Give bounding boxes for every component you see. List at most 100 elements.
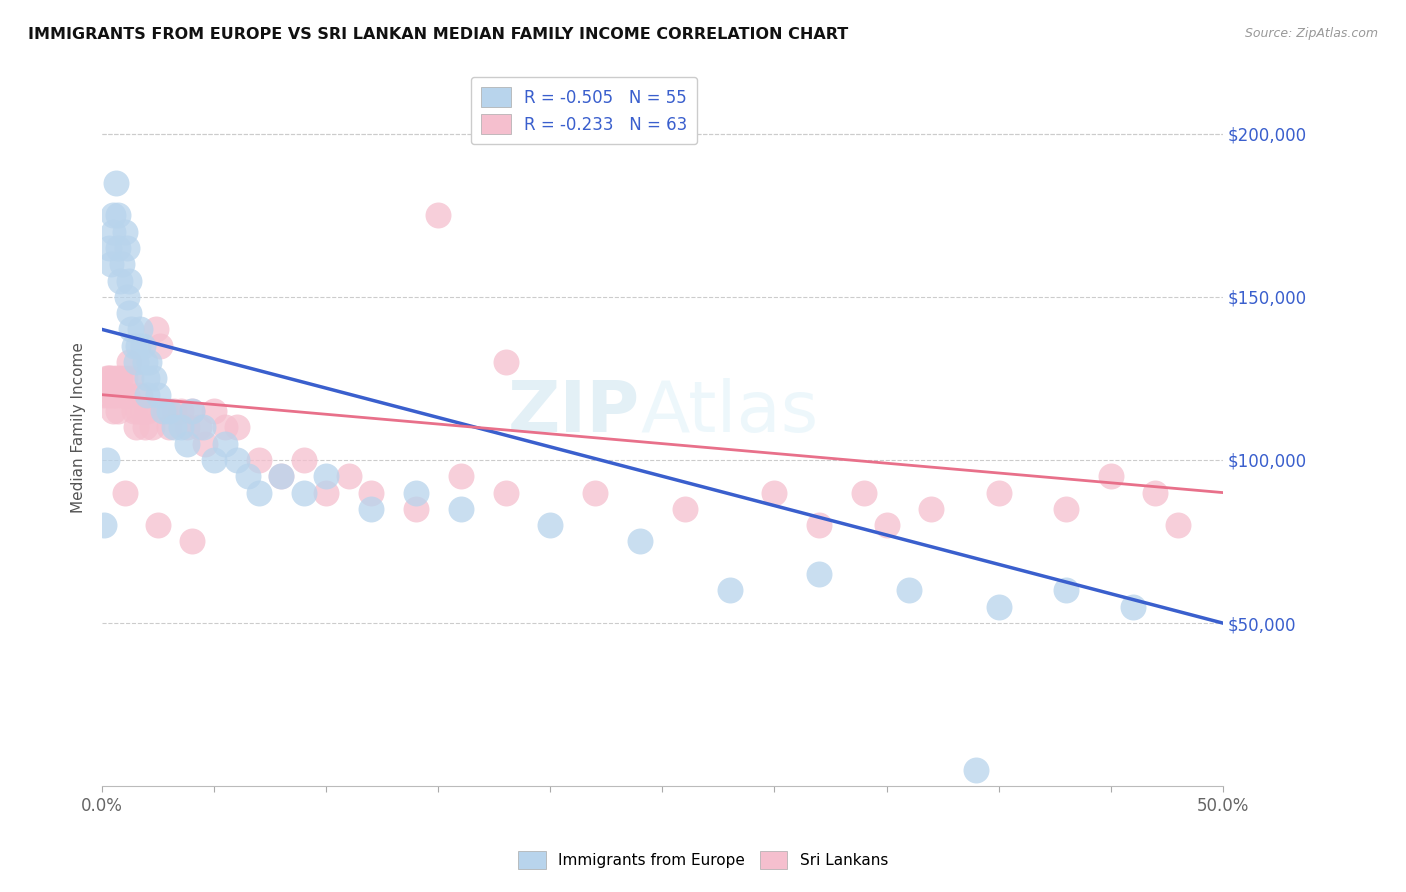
Point <box>103 388 125 402</box>
Point <box>142 371 165 385</box>
Point <box>427 208 450 222</box>
Point <box>987 485 1010 500</box>
Point <box>247 485 270 500</box>
Point <box>107 404 129 418</box>
Point <box>987 599 1010 614</box>
Point <box>808 518 831 533</box>
Text: Atlas: Atlas <box>640 378 818 448</box>
Point <box>129 322 152 336</box>
Point <box>114 371 136 385</box>
Point <box>134 355 156 369</box>
Point <box>191 420 214 434</box>
Point <box>495 485 517 500</box>
Point <box>103 208 125 222</box>
Point <box>718 583 741 598</box>
Point <box>136 404 159 418</box>
Point <box>270 469 292 483</box>
Point <box>187 420 209 434</box>
Text: Source: ZipAtlas.com: Source: ZipAtlas.com <box>1244 27 1378 40</box>
Point <box>628 534 651 549</box>
Point <box>808 567 831 582</box>
Point <box>115 290 138 304</box>
Point <box>337 469 360 483</box>
Point <box>163 420 186 434</box>
Point <box>405 501 427 516</box>
Point <box>111 257 134 271</box>
Point <box>450 469 472 483</box>
Point <box>131 339 153 353</box>
Text: IMMIGRANTS FROM EUROPE VS SRI LANKAN MEDIAN FAMILY INCOME CORRELATION CHART: IMMIGRANTS FROM EUROPE VS SRI LANKAN MED… <box>28 27 848 42</box>
Point <box>236 469 259 483</box>
Point <box>107 208 129 222</box>
Point <box>104 176 127 190</box>
Point <box>100 257 122 271</box>
Point <box>159 404 181 418</box>
Point <box>225 453 247 467</box>
Point <box>104 388 127 402</box>
Point <box>1099 469 1122 483</box>
Point <box>120 371 142 385</box>
Point <box>131 404 153 418</box>
Point <box>153 404 176 418</box>
Point <box>176 420 198 434</box>
Point <box>360 485 382 500</box>
Point <box>122 339 145 353</box>
Point <box>538 518 561 533</box>
Y-axis label: Median Family Income: Median Family Income <box>72 342 86 513</box>
Point <box>405 485 427 500</box>
Point <box>118 306 141 320</box>
Point <box>169 404 191 418</box>
Point <box>118 274 141 288</box>
Point <box>136 371 159 385</box>
Point <box>1122 599 1144 614</box>
Point <box>202 453 225 467</box>
Point <box>214 420 236 434</box>
Point <box>176 436 198 450</box>
Point <box>1144 485 1167 500</box>
Point <box>127 339 149 353</box>
Point <box>108 371 131 385</box>
Point <box>1054 501 1077 516</box>
Point <box>115 388 138 402</box>
Text: ZIP: ZIP <box>508 378 640 448</box>
Point <box>159 420 181 434</box>
Point <box>93 388 115 402</box>
Point <box>180 534 202 549</box>
Legend: R = -0.505   N = 55, R = -0.233   N = 63: R = -0.505 N = 55, R = -0.233 N = 63 <box>471 77 697 145</box>
Point <box>97 388 120 402</box>
Point <box>118 355 141 369</box>
Point <box>136 388 159 402</box>
Point <box>114 485 136 500</box>
Point <box>141 420 163 434</box>
Point <box>583 485 606 500</box>
Point <box>148 518 170 533</box>
Point <box>673 501 696 516</box>
Point <box>920 501 942 516</box>
Point <box>111 388 134 402</box>
Point <box>100 371 122 385</box>
Point <box>125 420 148 434</box>
Point <box>107 241 129 255</box>
Point <box>202 404 225 418</box>
Point <box>763 485 786 500</box>
Point <box>108 274 131 288</box>
Point <box>450 501 472 516</box>
Point <box>315 485 337 500</box>
Point <box>897 583 920 598</box>
Point <box>194 436 217 450</box>
Point <box>180 404 202 418</box>
Point <box>214 436 236 450</box>
Point <box>97 241 120 255</box>
Point <box>103 404 125 418</box>
Point <box>104 371 127 385</box>
Point <box>853 485 876 500</box>
Point <box>138 355 160 369</box>
Point <box>965 763 987 777</box>
Point <box>103 225 125 239</box>
Point <box>360 501 382 516</box>
Point <box>247 453 270 467</box>
Point <box>115 241 138 255</box>
Point <box>225 420 247 434</box>
Point <box>876 518 898 533</box>
Point <box>315 469 337 483</box>
